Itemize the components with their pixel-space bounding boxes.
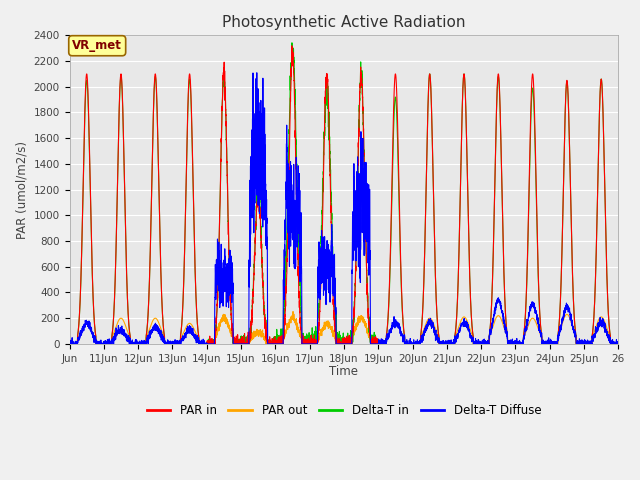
Title: Photosynthetic Active Radiation: Photosynthetic Active Radiation <box>222 15 466 30</box>
Legend: PAR in, PAR out, Delta-T in, Delta-T Diffuse: PAR in, PAR out, Delta-T in, Delta-T Dif… <box>142 399 546 421</box>
Y-axis label: PAR (umol/m2/s): PAR (umol/m2/s) <box>15 141 28 239</box>
Text: VR_met: VR_met <box>72 39 122 52</box>
X-axis label: Time: Time <box>330 365 358 378</box>
